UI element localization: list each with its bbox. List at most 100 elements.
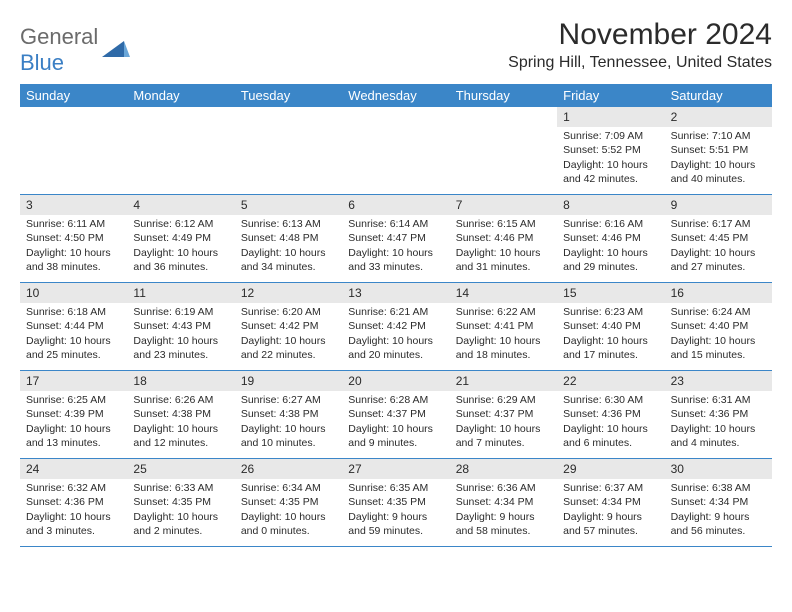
calendar-cell xyxy=(127,107,234,195)
calendar-cell: 24Sunrise: 6:32 AMSunset: 4:36 PMDayligh… xyxy=(20,459,127,547)
day-info: Sunrise: 6:23 AMSunset: 4:40 PMDaylight:… xyxy=(557,303,664,366)
day-info: Sunrise: 6:28 AMSunset: 4:37 PMDaylight:… xyxy=(342,391,449,454)
day-number: 6 xyxy=(342,195,449,215)
page-title: November 2024 xyxy=(508,18,772,52)
sunrise-text: Sunrise: 6:19 AM xyxy=(133,305,228,319)
day-number: 3 xyxy=(20,195,127,215)
sunrise-text: Sunrise: 6:29 AM xyxy=(456,393,551,407)
day-info: Sunrise: 6:11 AMSunset: 4:50 PMDaylight:… xyxy=(20,215,127,278)
daylight-text: Daylight: 10 hours and 20 minutes. xyxy=(348,334,443,362)
sunrise-text: Sunrise: 6:23 AM xyxy=(563,305,658,319)
sunrise-text: Sunrise: 6:17 AM xyxy=(671,217,766,231)
daylight-text: Daylight: 10 hours and 3 minutes. xyxy=(26,510,121,538)
day-info: Sunrise: 6:29 AMSunset: 4:37 PMDaylight:… xyxy=(450,391,557,454)
calendar-header: Sunday Monday Tuesday Wednesday Thursday… xyxy=(20,84,772,107)
sunset-text: Sunset: 4:41 PM xyxy=(456,319,551,333)
sunset-text: Sunset: 4:43 PM xyxy=(133,319,228,333)
sunrise-text: Sunrise: 6:32 AM xyxy=(26,481,121,495)
day-info: Sunrise: 6:14 AMSunset: 4:47 PMDaylight:… xyxy=(342,215,449,278)
sunrise-text: Sunrise: 6:37 AM xyxy=(563,481,658,495)
calendar-cell: 10Sunrise: 6:18 AMSunset: 4:44 PMDayligh… xyxy=(20,283,127,371)
daylight-text: Daylight: 10 hours and 23 minutes. xyxy=(133,334,228,362)
sunset-text: Sunset: 4:38 PM xyxy=(133,407,228,421)
sunset-text: Sunset: 4:34 PM xyxy=(456,495,551,509)
calendar-cell: 23Sunrise: 6:31 AMSunset: 4:36 PMDayligh… xyxy=(665,371,772,459)
logo-line1: General xyxy=(20,24,98,49)
calendar-cell: 14Sunrise: 6:22 AMSunset: 4:41 PMDayligh… xyxy=(450,283,557,371)
day-number: 21 xyxy=(450,371,557,391)
day-number: 30 xyxy=(665,459,772,479)
calendar-cell: 7Sunrise: 6:15 AMSunset: 4:46 PMDaylight… xyxy=(450,195,557,283)
day-info: Sunrise: 6:20 AMSunset: 4:42 PMDaylight:… xyxy=(235,303,342,366)
calendar-cell: 26Sunrise: 6:34 AMSunset: 4:35 PMDayligh… xyxy=(235,459,342,547)
calendar-cell: 9Sunrise: 6:17 AMSunset: 4:45 PMDaylight… xyxy=(665,195,772,283)
sunset-text: Sunset: 4:45 PM xyxy=(671,231,766,245)
day-info: Sunrise: 6:37 AMSunset: 4:34 PMDaylight:… xyxy=(557,479,664,542)
sunrise-text: Sunrise: 6:38 AM xyxy=(671,481,766,495)
day-number: 1 xyxy=(557,107,664,127)
daylight-text: Daylight: 10 hours and 2 minutes. xyxy=(133,510,228,538)
day-number: 17 xyxy=(20,371,127,391)
day-info: Sunrise: 6:27 AMSunset: 4:38 PMDaylight:… xyxy=(235,391,342,454)
day-info: Sunrise: 6:15 AMSunset: 4:46 PMDaylight:… xyxy=(450,215,557,278)
day-number: 28 xyxy=(450,459,557,479)
sunset-text: Sunset: 4:42 PM xyxy=(241,319,336,333)
sunrise-text: Sunrise: 6:36 AM xyxy=(456,481,551,495)
day-info: Sunrise: 6:38 AMSunset: 4:34 PMDaylight:… xyxy=(665,479,772,542)
calendar-cell xyxy=(450,107,557,195)
calendar-cell: 8Sunrise: 6:16 AMSunset: 4:46 PMDaylight… xyxy=(557,195,664,283)
header-row: General Blue November 2024 Spring Hill, … xyxy=(20,18,772,76)
day-number: 2 xyxy=(665,107,772,127)
daylight-text: Daylight: 10 hours and 22 minutes. xyxy=(241,334,336,362)
day-number: 26 xyxy=(235,459,342,479)
dayname-tue: Tuesday xyxy=(235,84,342,107)
day-info: Sunrise: 6:12 AMSunset: 4:49 PMDaylight:… xyxy=(127,215,234,278)
day-info: Sunrise: 6:24 AMSunset: 4:40 PMDaylight:… xyxy=(665,303,772,366)
sunrise-text: Sunrise: 6:24 AM xyxy=(671,305,766,319)
day-info: Sunrise: 6:22 AMSunset: 4:41 PMDaylight:… xyxy=(450,303,557,366)
day-info: Sunrise: 6:36 AMSunset: 4:34 PMDaylight:… xyxy=(450,479,557,542)
day-number: 27 xyxy=(342,459,449,479)
daylight-text: Daylight: 10 hours and 6 minutes. xyxy=(563,422,658,450)
daylight-text: Daylight: 10 hours and 12 minutes. xyxy=(133,422,228,450)
daylight-text: Daylight: 10 hours and 36 minutes. xyxy=(133,246,228,274)
day-info: Sunrise: 6:19 AMSunset: 4:43 PMDaylight:… xyxy=(127,303,234,366)
sunset-text: Sunset: 4:38 PM xyxy=(241,407,336,421)
day-info: Sunrise: 6:13 AMSunset: 4:48 PMDaylight:… xyxy=(235,215,342,278)
day-number: 23 xyxy=(665,371,772,391)
daylight-text: Daylight: 10 hours and 25 minutes. xyxy=(26,334,121,362)
sunrise-text: Sunrise: 6:30 AM xyxy=(563,393,658,407)
sunset-text: Sunset: 5:52 PM xyxy=(563,143,658,157)
calendar-cell: 16Sunrise: 6:24 AMSunset: 4:40 PMDayligh… xyxy=(665,283,772,371)
calendar-cell: 12Sunrise: 6:20 AMSunset: 4:42 PMDayligh… xyxy=(235,283,342,371)
calendar-cell: 5Sunrise: 6:13 AMSunset: 4:48 PMDaylight… xyxy=(235,195,342,283)
sunrise-text: Sunrise: 6:28 AM xyxy=(348,393,443,407)
dayname-fri: Friday xyxy=(557,84,664,107)
calendar-cell: 18Sunrise: 6:26 AMSunset: 4:38 PMDayligh… xyxy=(127,371,234,459)
calendar-cell: 21Sunrise: 6:29 AMSunset: 4:37 PMDayligh… xyxy=(450,371,557,459)
calendar-body: 1Sunrise: 7:09 AMSunset: 5:52 PMDaylight… xyxy=(20,107,772,547)
day-info: Sunrise: 7:09 AMSunset: 5:52 PMDaylight:… xyxy=(557,127,664,190)
sunrise-text: Sunrise: 6:22 AM xyxy=(456,305,551,319)
sunset-text: Sunset: 4:40 PM xyxy=(671,319,766,333)
daylight-text: Daylight: 10 hours and 38 minutes. xyxy=(26,246,121,274)
daylight-text: Daylight: 10 hours and 18 minutes. xyxy=(456,334,551,362)
sunset-text: Sunset: 4:35 PM xyxy=(241,495,336,509)
logo-triangle-icon xyxy=(102,37,130,63)
day-info: Sunrise: 6:31 AMSunset: 4:36 PMDaylight:… xyxy=(665,391,772,454)
day-number: 29 xyxy=(557,459,664,479)
daylight-text: Daylight: 10 hours and 15 minutes. xyxy=(671,334,766,362)
day-number: 19 xyxy=(235,371,342,391)
day-number: 12 xyxy=(235,283,342,303)
sunset-text: Sunset: 4:46 PM xyxy=(456,231,551,245)
calendar-cell: 29Sunrise: 6:37 AMSunset: 4:34 PMDayligh… xyxy=(557,459,664,547)
day-number: 10 xyxy=(20,283,127,303)
daylight-text: Daylight: 10 hours and 33 minutes. xyxy=(348,246,443,274)
sunrise-text: Sunrise: 6:34 AM xyxy=(241,481,336,495)
daylight-text: Daylight: 9 hours and 56 minutes. xyxy=(671,510,766,538)
day-number: 16 xyxy=(665,283,772,303)
day-number: 7 xyxy=(450,195,557,215)
logo-text: General Blue xyxy=(20,24,98,76)
sunrise-text: Sunrise: 6:35 AM xyxy=(348,481,443,495)
day-number: 9 xyxy=(665,195,772,215)
